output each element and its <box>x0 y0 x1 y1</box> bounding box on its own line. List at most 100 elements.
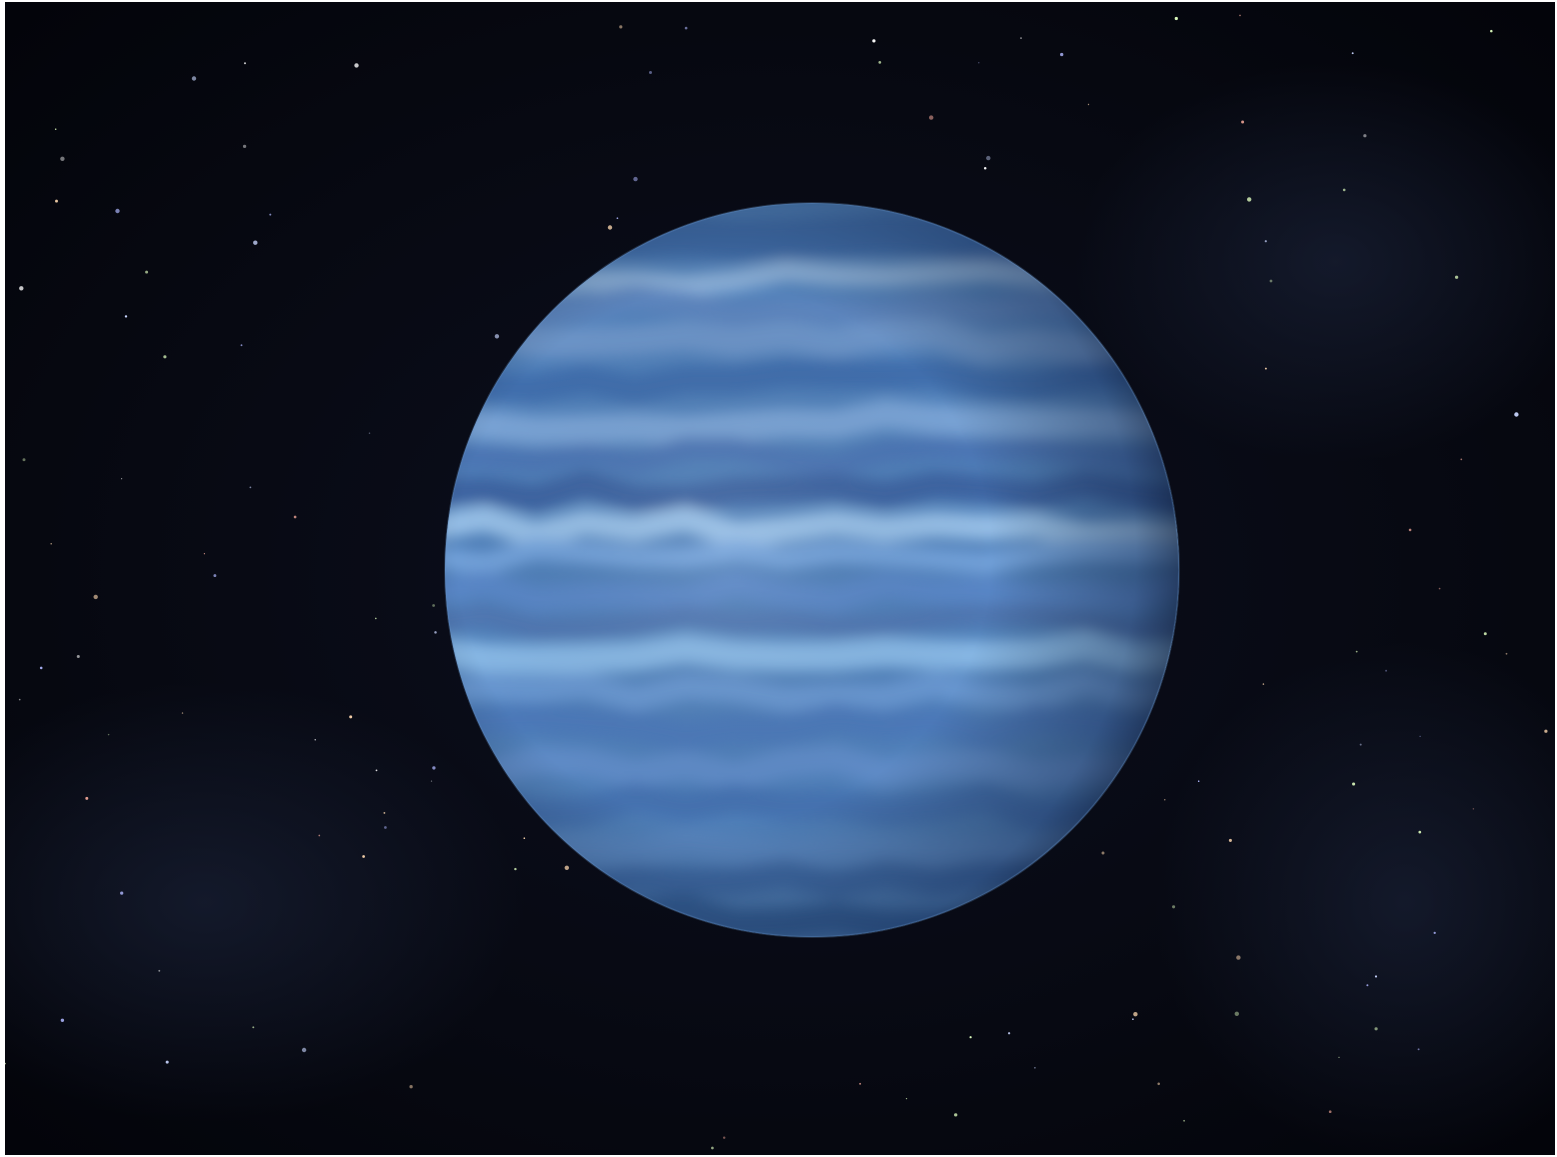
star <box>978 62 980 64</box>
star <box>878 61 882 64</box>
star <box>249 486 252 489</box>
star <box>368 432 371 434</box>
star <box>165 1060 169 1064</box>
star <box>1366 984 1369 987</box>
star <box>269 213 272 216</box>
star <box>1241 120 1245 124</box>
star <box>1007 1032 1011 1035</box>
star <box>253 240 258 245</box>
star <box>432 766 436 770</box>
star <box>1385 669 1388 672</box>
star <box>409 1085 413 1089</box>
star <box>905 1097 908 1100</box>
star <box>649 71 652 74</box>
star <box>243 62 247 65</box>
star <box>1164 799 1166 801</box>
star <box>619 25 623 29</box>
star <box>514 867 517 871</box>
star <box>1352 782 1356 786</box>
star <box>50 542 52 545</box>
star <box>616 217 619 220</box>
star <box>1197 780 1200 782</box>
star <box>362 855 365 858</box>
star <box>240 344 243 347</box>
star <box>430 780 433 782</box>
star <box>60 1018 65 1022</box>
star <box>1505 652 1508 655</box>
star <box>722 1136 726 1139</box>
planet-rim <box>444 202 1180 938</box>
star <box>354 63 359 68</box>
star <box>93 594 98 600</box>
star <box>55 199 58 203</box>
star <box>929 115 934 120</box>
star <box>564 865 569 870</box>
star <box>607 225 613 230</box>
star <box>711 1146 714 1150</box>
star <box>5 1062 6 1065</box>
star <box>1472 808 1475 810</box>
nebula <box>5 682 525 1122</box>
star <box>252 1026 255 1029</box>
star <box>191 76 197 81</box>
star <box>1020 37 1022 39</box>
star <box>1374 975 1378 978</box>
star <box>181 712 184 714</box>
star <box>523 837 526 840</box>
star <box>1351 52 1354 55</box>
star <box>85 796 89 800</box>
star <box>1174 16 1178 21</box>
star <box>39 666 43 670</box>
star <box>983 167 987 170</box>
star <box>314 739 316 741</box>
star <box>121 478 123 480</box>
star <box>213 574 217 578</box>
star <box>1183 1119 1186 1122</box>
star <box>1133 1012 1138 1017</box>
star <box>1490 29 1493 33</box>
nebula <box>1075 62 1555 462</box>
star <box>859 1082 862 1085</box>
star <box>1087 103 1090 106</box>
star <box>1236 955 1241 960</box>
star <box>54 128 57 130</box>
planet <box>445 203 1179 937</box>
nebula <box>1155 642 1555 1155</box>
star <box>1342 188 1346 192</box>
star <box>1269 279 1273 283</box>
star <box>1264 240 1267 243</box>
star <box>1132 1018 1134 1021</box>
star <box>1239 14 1241 17</box>
star <box>1460 458 1463 461</box>
star <box>145 270 149 274</box>
star <box>1228 838 1232 842</box>
star <box>158 969 161 972</box>
star <box>1328 1110 1332 1114</box>
star <box>1338 1056 1340 1059</box>
star <box>1157 1082 1160 1086</box>
star <box>969 1036 972 1039</box>
star <box>1359 743 1362 746</box>
star <box>76 654 80 659</box>
star <box>494 334 500 339</box>
star <box>1172 905 1176 909</box>
star <box>115 208 120 214</box>
star <box>107 733 110 736</box>
star <box>203 553 206 555</box>
star <box>301 1047 307 1053</box>
star <box>1408 528 1412 532</box>
star <box>384 826 387 829</box>
star <box>375 617 377 620</box>
star <box>1438 587 1441 590</box>
star <box>120 891 124 895</box>
star <box>1544 729 1548 733</box>
star <box>1374 1027 1378 1031</box>
star <box>19 286 24 291</box>
star <box>1355 650 1358 653</box>
star <box>432 604 435 607</box>
star <box>1363 134 1367 138</box>
star <box>954 1113 958 1117</box>
star <box>1483 632 1487 636</box>
